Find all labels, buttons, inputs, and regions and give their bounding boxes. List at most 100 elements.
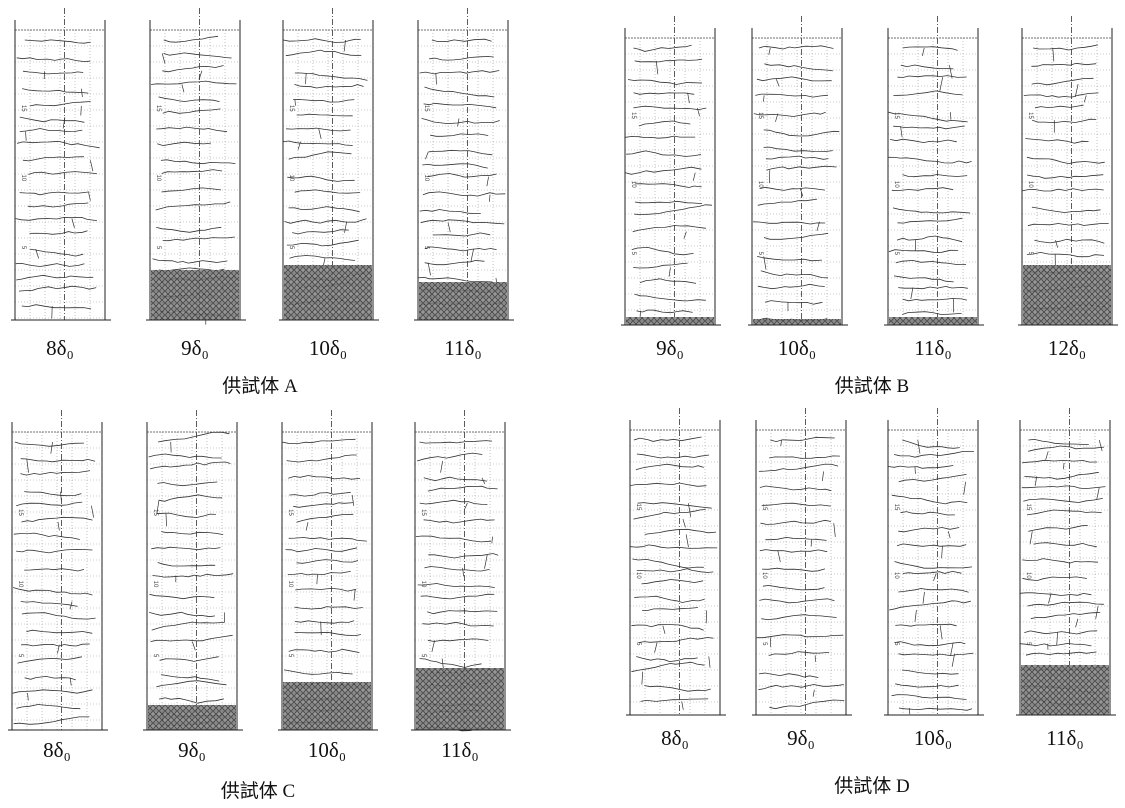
crack (421, 594, 495, 599)
crack (1033, 45, 1098, 50)
crack (902, 670, 958, 674)
crack (292, 230, 349, 234)
crack (28, 693, 29, 700)
crack (1056, 240, 1058, 248)
crack (287, 176, 354, 181)
crack (898, 528, 959, 532)
specimen-group: 151059δ₀1510510δ₀1510511δ₀1510512δ₀供試体 B (621, 16, 1118, 397)
crack (471, 249, 474, 262)
crack (1028, 439, 1088, 444)
panel-label: 12δ₀ (1048, 336, 1086, 360)
crack (902, 312, 961, 315)
crack (766, 166, 836, 170)
crack-panel: 15105 (279, 8, 379, 320)
crack (157, 142, 211, 145)
crack (642, 608, 698, 611)
crack (764, 233, 828, 239)
crack (892, 188, 953, 191)
crack (1032, 207, 1101, 212)
scale-label: 5 (893, 642, 899, 646)
crack (1057, 633, 1058, 646)
crack (152, 622, 225, 630)
crack (637, 310, 693, 313)
crack (15, 442, 84, 446)
scale-label: 5 (17, 654, 23, 658)
crack (90, 160, 93, 171)
crack (1031, 612, 1100, 618)
panel-label: 11δ₀ (914, 336, 951, 360)
crack (285, 219, 367, 224)
damage-zone (284, 265, 372, 320)
crack (289, 649, 360, 652)
crack (1023, 498, 1103, 502)
crack (769, 456, 840, 459)
crack (1034, 239, 1104, 243)
crack (283, 141, 353, 146)
scale-label: 10 (757, 181, 763, 188)
scale-label: 5 (1027, 252, 1033, 256)
crack (754, 112, 826, 116)
crack (898, 218, 963, 223)
crack (1027, 157, 1105, 163)
crack (822, 471, 823, 481)
crack (644, 686, 710, 692)
crack (1053, 48, 1054, 61)
crack (769, 700, 844, 709)
crack (163, 237, 235, 241)
crack (1032, 78, 1094, 85)
crack (19, 286, 96, 291)
crack-panel: 15105 (1016, 408, 1116, 715)
crack (634, 45, 692, 51)
crack (764, 147, 833, 152)
crack (297, 114, 353, 116)
specimen-group: 151058δ₀151059δ₀1510510δ₀1510511δ₀供試体 D (626, 408, 1116, 797)
crack (436, 73, 437, 85)
crack (633, 226, 706, 232)
scale-label: 15 (423, 105, 429, 112)
crack (354, 590, 355, 601)
scale-label: 10 (893, 572, 899, 579)
crack (902, 440, 960, 448)
crack (16, 217, 97, 220)
crack (898, 589, 968, 593)
scale-label: 15 (635, 504, 641, 511)
crack (1026, 652, 1097, 655)
crack (149, 454, 222, 458)
damage-zone (1021, 665, 1109, 715)
crack (286, 50, 362, 56)
crack (1027, 175, 1103, 179)
crack (636, 464, 704, 470)
crack (306, 522, 308, 530)
damage-zone (1023, 265, 1111, 325)
crack (16, 502, 82, 506)
crack (420, 500, 488, 504)
crack (640, 279, 696, 284)
crack (72, 219, 75, 228)
scale-label: 10 (761, 572, 767, 579)
crack (22, 305, 91, 309)
crack (20, 129, 83, 132)
scale-label: 10 (423, 175, 429, 182)
crack (759, 673, 818, 678)
crack (1084, 95, 1086, 102)
crack (895, 684, 958, 687)
crack (428, 486, 498, 491)
crack (899, 653, 974, 656)
crack (428, 263, 430, 276)
crack (287, 240, 359, 246)
damage-zone (148, 705, 236, 730)
crack (633, 106, 706, 109)
crack (70, 678, 71, 686)
crack (633, 263, 687, 268)
panel-label: 8δ₀ (661, 726, 689, 750)
crack (24, 569, 84, 571)
crack (149, 594, 214, 598)
crack (30, 231, 88, 235)
crack (158, 432, 229, 442)
crack (776, 79, 779, 86)
crack (642, 672, 643, 685)
crack (424, 477, 487, 481)
scale-label: 15 (288, 105, 294, 112)
